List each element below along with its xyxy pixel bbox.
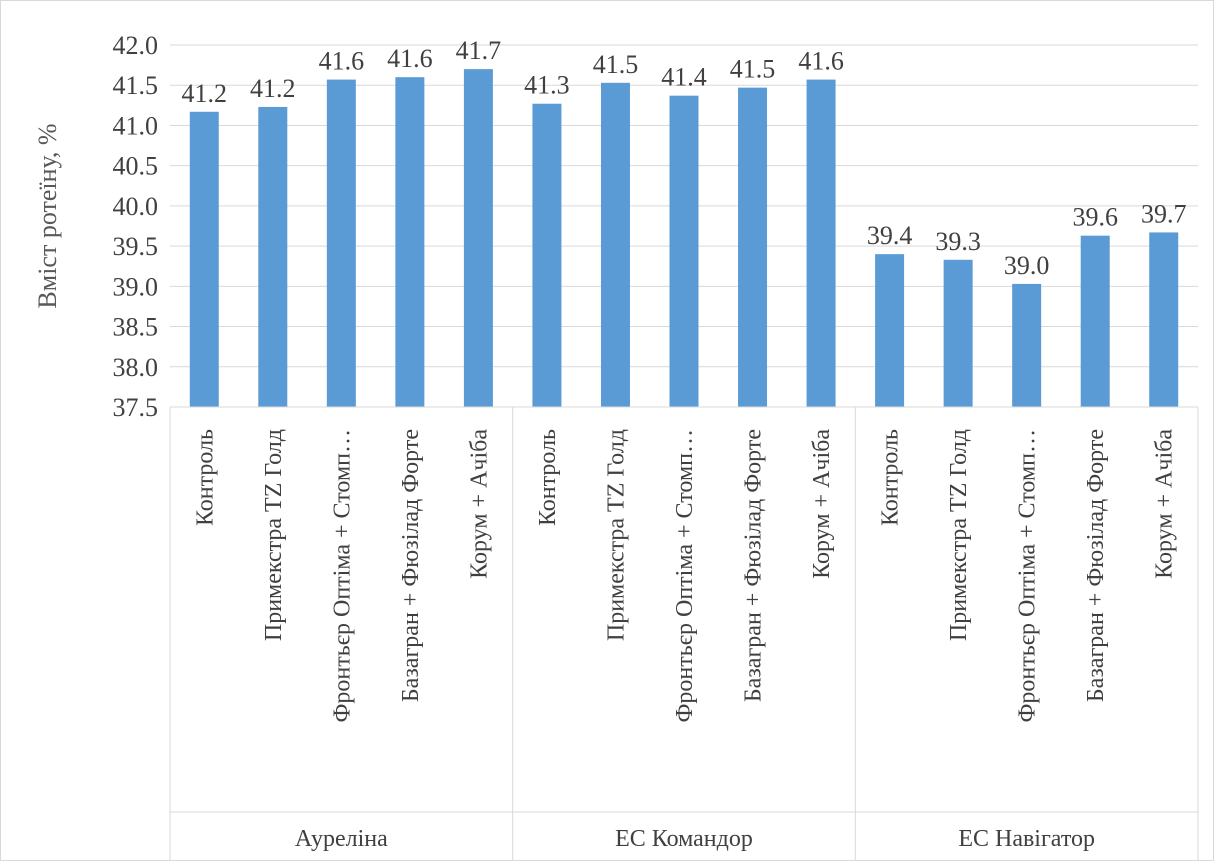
data-label: 41.4 <box>661 63 707 92</box>
bar <box>600 82 630 407</box>
bar <box>463 69 493 407</box>
category-label: Контроль <box>192 429 218 526</box>
data-label: 41.6 <box>319 47 365 76</box>
y-axis-title: Вміст ротеїну, % <box>33 123 62 308</box>
category-label: Примекстра TZ Голд <box>261 429 287 641</box>
bar <box>1012 283 1042 407</box>
data-label: 39.4 <box>867 221 913 250</box>
bar <box>258 106 288 407</box>
data-label: 39.6 <box>1072 203 1118 232</box>
category-label: Примекстра TZ Голд <box>946 429 972 641</box>
y-tick-label: 39.5 <box>113 232 159 261</box>
category-label: Фронтьєр Оптіма + Стомп… <box>1015 429 1041 723</box>
bar <box>669 95 699 408</box>
category-label: Корум + Ачіба <box>466 429 492 579</box>
category-label: Базагран + Фюзілад Форте <box>398 429 424 702</box>
bar <box>806 79 836 407</box>
bar <box>875 254 905 407</box>
data-label: 41.5 <box>593 50 639 79</box>
group-label: ЕС Навігатор <box>958 826 1095 852</box>
bar <box>1080 235 1110 407</box>
data-label: 39.0 <box>1004 251 1050 280</box>
y-tick-label: 38.5 <box>113 313 159 342</box>
y-tick-label: 42.0 <box>113 31 159 60</box>
data-label: 41.6 <box>387 44 433 73</box>
bar <box>326 79 356 407</box>
category-label: Примекстра TZ Голд <box>603 429 629 641</box>
bar <box>943 259 973 407</box>
y-tick-label: 41.5 <box>113 71 159 100</box>
category-label: Фронтьєр Оптіма + Стомп… <box>329 429 355 723</box>
data-label: 41.6 <box>798 47 844 76</box>
y-tick-label: 39.0 <box>113 272 159 301</box>
x-axis: Контроль Примекстра TZ Голд Фронтьєр Оптім… <box>169 406 1199 861</box>
data-label: 39.7 <box>1141 199 1187 228</box>
category-label: Корум + Ачіба <box>1152 429 1178 579</box>
bar <box>532 103 562 408</box>
category-label: Фронтьєр Оптіма + Стомп… <box>672 429 698 723</box>
data-label: 41.7 <box>456 36 502 65</box>
data-label: 41.5 <box>730 55 776 84</box>
bar <box>738 87 768 407</box>
group-label: Ауреліна <box>295 826 388 852</box>
bar <box>395 77 425 407</box>
data-label: 39.3 <box>935 227 981 256</box>
y-tick-label: 40.0 <box>113 192 159 221</box>
data-label: 41.2 <box>250 74 296 103</box>
group-label: ЕС Командор <box>615 826 753 852</box>
category-label: Корум + Ачіба <box>809 429 835 579</box>
category-label: Базагран + Фюзілад Форте <box>741 429 767 702</box>
category-label: Базагран + Фюзілад Форте <box>1083 429 1109 702</box>
data-label: 41.2 <box>182 79 228 108</box>
category-label: Контроль <box>535 429 561 526</box>
bar <box>189 111 219 407</box>
y-tick-label: 38.0 <box>113 353 159 382</box>
y-tick-label: 41.0 <box>113 111 159 140</box>
y-axis: 42.0 41.5 41.0 40.5 40.0 39.5 39.0 38.5 38.0 37.5 <box>113 31 159 422</box>
y-tick-label: 40.5 <box>113 152 159 181</box>
category-label: Контроль <box>878 429 904 526</box>
y-tick-label: 37.5 <box>113 393 159 422</box>
bars: 41.2 41.2 41.6 41.6 41.7 41.3 41.5 41.4 41.5 41.6… <box>182 36 1187 408</box>
bar <box>1149 232 1179 407</box>
data-label: 41.3 <box>524 71 570 100</box>
